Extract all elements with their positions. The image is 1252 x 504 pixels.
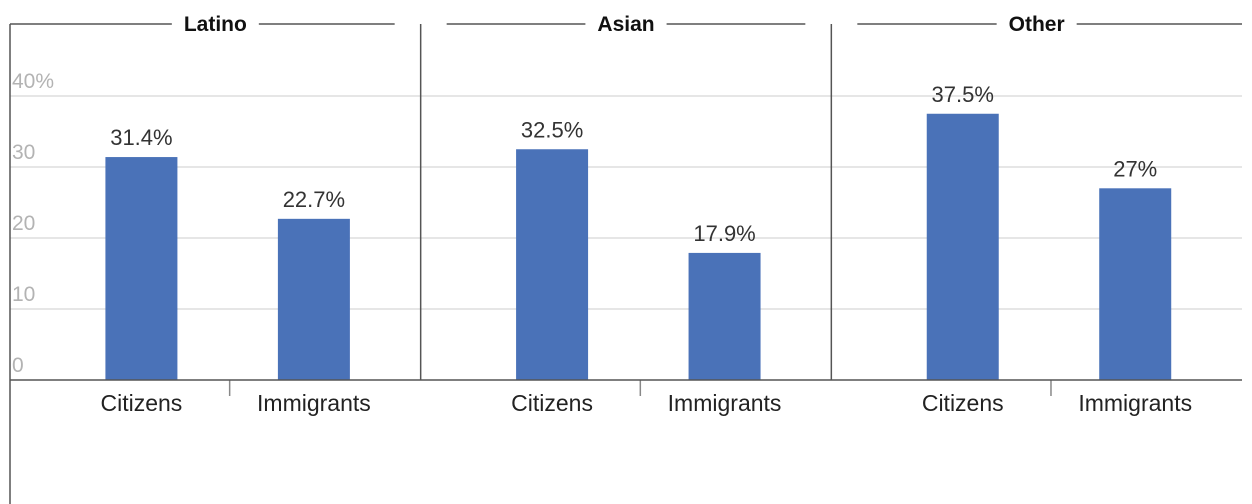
panel-title: Latino [184, 13, 247, 36]
x-category-label: Immigrants [668, 390, 782, 416]
x-category-label: Citizens [101, 390, 183, 416]
x-category-label: Immigrants [257, 390, 371, 416]
bar [105, 157, 178, 380]
data-label: 31.4% [110, 125, 172, 150]
y-tick-label: 10 [12, 283, 35, 306]
data-label: 27% [1113, 156, 1157, 181]
bar [277, 218, 350, 380]
bar [516, 149, 589, 380]
x-category-label: Citizens [922, 390, 1004, 416]
data-label: 17.9% [693, 221, 755, 246]
data-label: 32.5% [521, 117, 583, 142]
y-tick-label: 20 [12, 212, 35, 235]
panel-title: Asian [597, 13, 654, 36]
bar [1099, 188, 1172, 380]
bar [926, 113, 999, 380]
y-tick-label: 30 [12, 141, 35, 164]
x-category-label: Immigrants [1078, 390, 1192, 416]
bar [688, 252, 761, 380]
panel-title: Other [1009, 13, 1065, 36]
data-label: 37.5% [932, 82, 994, 107]
y-tick-label: 40% [12, 70, 54, 93]
y-tick-label: 0 [12, 354, 24, 377]
data-label: 22.7% [283, 187, 345, 212]
x-category-label: Citizens [511, 390, 593, 416]
